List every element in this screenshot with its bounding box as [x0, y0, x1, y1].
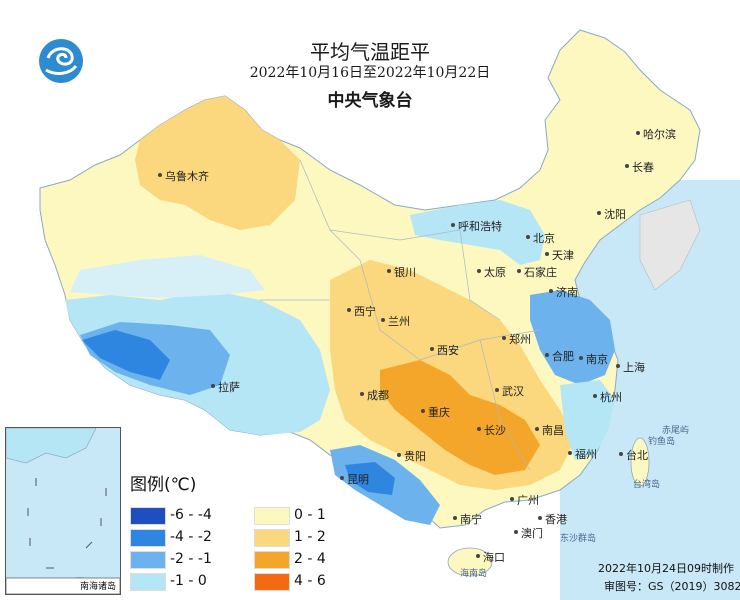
- legend-swatch: [130, 573, 166, 591]
- legend-label: 0 - 1: [294, 507, 326, 523]
- legend-label: -6 - -4: [170, 507, 212, 523]
- city-label: 天津: [545, 249, 574, 262]
- legend-title: 图例(℃): [130, 475, 197, 495]
- region-colder-tibet: [82, 330, 170, 380]
- city-label: 乌鲁木齐: [158, 170, 209, 183]
- map-title: 平均气温距平: [310, 40, 430, 64]
- approval-number: 审图号：GS（2019）3082号: [604, 580, 740, 593]
- legend-label: 1 - 2: [294, 529, 326, 545]
- city-label: 武汉: [495, 385, 524, 398]
- city-label: 西宁: [347, 305, 376, 318]
- city-label: 长春: [625, 161, 654, 174]
- hainan-island: [447, 547, 493, 577]
- island-label: 赤尾屿: [662, 426, 690, 436]
- neighbor-land: [639, 199, 701, 291]
- city-label: 长沙: [477, 424, 506, 437]
- city-label: 上海: [616, 361, 645, 374]
- city-label: 合肥: [545, 350, 574, 363]
- city-label: 福州: [568, 448, 597, 461]
- city-label: 成都: [360, 389, 389, 402]
- island-label: 钓鱼岛: [648, 437, 676, 447]
- map-organization: 中央气象台: [327, 91, 413, 111]
- legend-swatch: [130, 507, 166, 525]
- made-time: 2022年10月24日09时制作: [598, 562, 734, 575]
- map-period: 2022年10月16日至2022年10月22日: [249, 65, 491, 81]
- city-label: 太原: [477, 266, 506, 279]
- city-label: 兰州: [381, 315, 410, 328]
- city-label: 南昌: [535, 424, 564, 437]
- city-label: 郑州: [502, 333, 531, 346]
- legend-swatch: [254, 573, 290, 591]
- city-label: 银川: [387, 266, 416, 279]
- city-label: 拉萨: [211, 381, 240, 394]
- taiwan-island: [630, 437, 650, 487]
- region-colder-yunnan: [345, 462, 395, 495]
- city-label: 沈阳: [597, 208, 626, 221]
- province-borders: [260, 159, 541, 471]
- city-label: 昆明: [340, 473, 369, 486]
- city-label: 石家庄: [517, 266, 557, 279]
- city-label: 台北: [619, 449, 648, 462]
- city-label: 澳门: [514, 527, 543, 540]
- legend-label: 4 - 6: [294, 573, 326, 589]
- city-label: 西安: [430, 344, 459, 357]
- legend-swatch: [254, 551, 290, 569]
- legend-swatch: [130, 551, 166, 569]
- city-label: 哈尔滨: [636, 128, 676, 141]
- city-label: 南宁: [453, 513, 482, 526]
- city-label: 重庆: [421, 406, 450, 419]
- region-cool-tarim: [70, 255, 265, 298]
- region-hot-core: [380, 360, 540, 475]
- island-label: 海南岛: [460, 569, 488, 579]
- city-label: 杭州: [593, 391, 622, 404]
- legend-label: -4 - -2: [170, 529, 212, 545]
- region-cool-northeast: [410, 200, 545, 265]
- city-label: 济南: [549, 286, 578, 299]
- legend-swatch: [130, 529, 166, 547]
- region-cold-east: [530, 290, 615, 385]
- legend-label: 2 - 4: [294, 551, 326, 567]
- region-cool-coast: [560, 380, 615, 460]
- city-label: 南京: [579, 353, 608, 366]
- region-warm-xinjiang: [135, 96, 300, 230]
- south-china-sea-inset: 南海诸岛: [5, 427, 121, 595]
- logo-icon: [39, 39, 83, 83]
- legend-swatch: [254, 507, 290, 525]
- city-label: 海口: [476, 551, 505, 564]
- legend-label: -2 - -1: [170, 551, 212, 567]
- city-label: 北京: [526, 232, 555, 245]
- legend-swatch: [254, 529, 290, 547]
- legend-label: -1 - 0: [170, 573, 207, 589]
- inset-label: 南海诸岛: [79, 582, 116, 592]
- island-label: 台湾岛: [633, 480, 661, 490]
- city-label: 贵阳: [397, 450, 426, 463]
- city-label: 广州: [510, 494, 539, 507]
- city-label: 呼和浩特: [451, 220, 502, 233]
- inset-map: [6, 428, 120, 594]
- island-label: 东沙群岛: [560, 534, 597, 544]
- city-label: 香港: [538, 513, 567, 526]
